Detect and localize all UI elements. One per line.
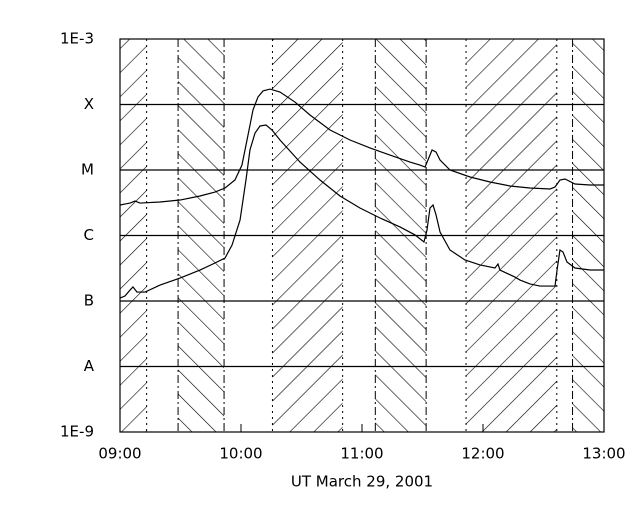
y-tick-label: C (84, 226, 94, 244)
x-tick-label: 13:00 (582, 445, 625, 463)
plot-frame (119, 38, 605, 433)
y-tick-label: M (81, 161, 94, 179)
y-tick-label: 1E-3 (60, 30, 94, 48)
flux-line (119, 124, 604, 299)
x-axis-label: UT March 29, 2001 (291, 473, 433, 491)
y-tick-label: X (84, 95, 94, 113)
x-tick-label: 11:00 (340, 445, 383, 463)
flux-line (119, 88, 604, 206)
y-tick-label: 1E-9 (60, 423, 94, 441)
x-tick-label: 09:00 (98, 445, 141, 463)
y-tick-label: A (84, 357, 95, 375)
x-tick-label: 10:00 (219, 445, 262, 463)
x-tick-label: 12:00 (461, 445, 504, 463)
y-tick-label: B (84, 292, 94, 310)
